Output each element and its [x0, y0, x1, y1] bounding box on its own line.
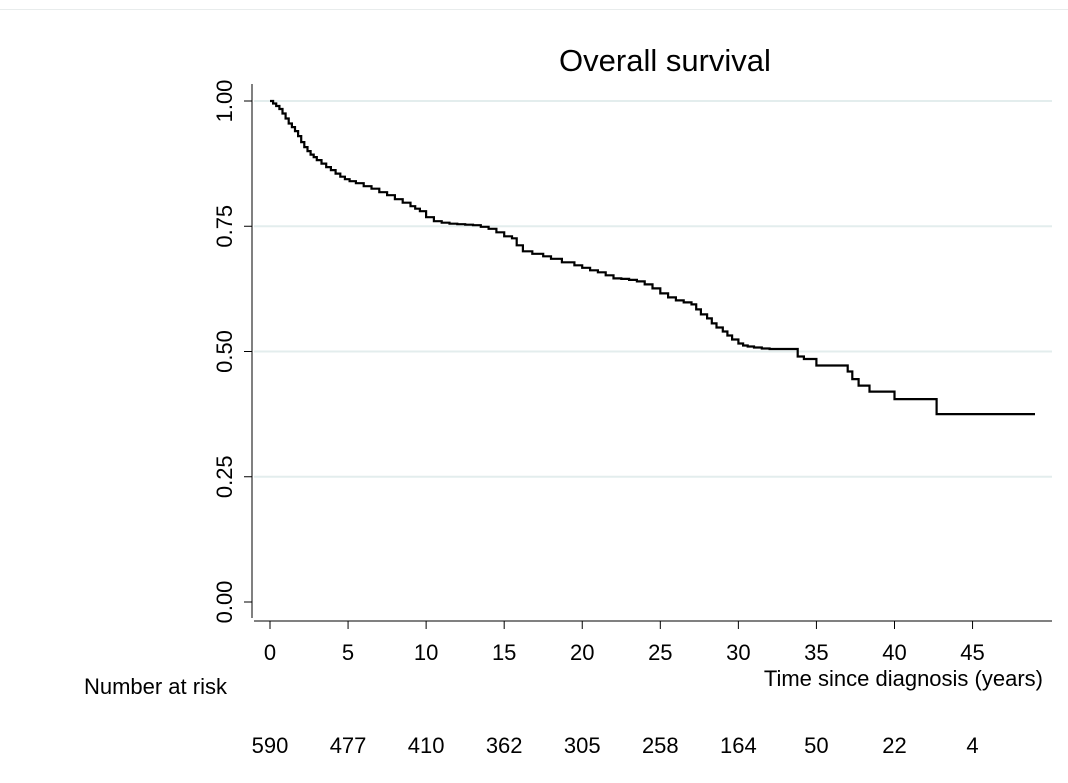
x-tick-label: 20	[570, 640, 594, 665]
y-tick-label: 0.00	[212, 581, 237, 624]
top-border-line	[0, 9, 1068, 10]
gridlines	[254, 100, 1052, 478]
y-tick-label: 0.50	[212, 330, 237, 373]
x-tick-label: 35	[804, 640, 828, 665]
risk-count-value: 477	[330, 733, 367, 758]
x-tick-label: 5	[342, 640, 354, 665]
chart-title: Overall survival	[559, 43, 771, 78]
y-tick-label: 0.25	[212, 455, 237, 498]
risk-count-value: 258	[642, 733, 679, 758]
axes: 0.00 0.25 0.50 0.75 1.00 0 5 10 15 20 25 30 35 40 45	[212, 80, 1052, 665]
y-tick-label: 0.75	[212, 205, 237, 248]
number-at-risk-label: Number at risk	[84, 674, 228, 699]
y-tick-label: 1.00	[212, 80, 237, 123]
x-tick-label: 15	[492, 640, 516, 665]
risk-count-value: 4	[966, 733, 978, 758]
x-tick-label: 0	[264, 640, 276, 665]
risk-table-values: 590 477 410 362 305 258 164 50 22 4	[252, 733, 979, 758]
risk-count-value: 22	[882, 733, 906, 758]
survival-curve	[270, 99, 1035, 416]
survival-curve-layer	[270, 99, 1035, 416]
x-tick-label: 45	[960, 640, 984, 665]
x-axis-title: Time since diagnosis (years)	[764, 666, 1043, 691]
risk-count-value: 362	[486, 733, 523, 758]
risk-count-value: 590	[252, 733, 289, 758]
x-tick-label: 30	[726, 640, 750, 665]
x-tick-label: 10	[414, 640, 438, 665]
risk-count-value: 164	[720, 733, 757, 758]
x-tick-label: 40	[882, 640, 906, 665]
x-tick-label: 25	[648, 640, 672, 665]
risk-count-value: 410	[408, 733, 445, 758]
risk-count-value: 305	[564, 733, 601, 758]
risk-count-value: 50	[804, 733, 828, 758]
